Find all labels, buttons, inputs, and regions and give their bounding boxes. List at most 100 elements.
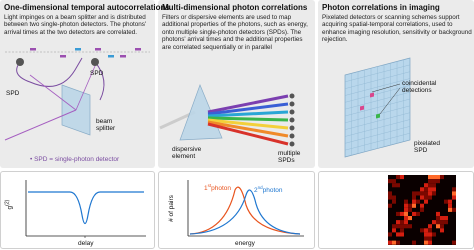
beam-splitter-setup — [4, 48, 150, 141]
image-pixel — [436, 179, 440, 184]
image-pixel — [404, 216, 408, 221]
label: coincidental detections — [402, 80, 437, 94]
curve-label-base: 2 — [254, 187, 258, 195]
image-pixel — [388, 232, 392, 237]
x-axis-label: energy — [235, 240, 255, 247]
image-pixel — [404, 207, 408, 212]
label: SPD — [90, 70, 104, 77]
curve-label-rest: photon — [262, 187, 283, 195]
image-pixel — [432, 220, 436, 225]
curve-label: 2ndphoton — [254, 184, 283, 194]
image-pixel — [420, 203, 424, 208]
y-axis-label: g(2) — [4, 200, 13, 210]
curve-label: 1stphoton — [204, 182, 231, 192]
dispersion-setup — [159, 84, 295, 147]
panel-title: Multi-dimensional photon correlations — [162, 3, 308, 12]
image-pixel — [444, 216, 448, 221]
image-pixel — [428, 228, 432, 233]
curve-label-base: 1 — [204, 185, 208, 193]
image-pixel — [388, 203, 392, 208]
pixel-array — [344, 57, 411, 158]
image-pixel — [440, 220, 444, 225]
image-pixel — [388, 195, 392, 200]
image-pixel — [432, 175, 436, 180]
image-pixel — [452, 187, 456, 192]
image-pixel — [428, 179, 432, 184]
image-pixel — [408, 216, 412, 221]
image-pixel — [428, 191, 432, 196]
image-pixel — [404, 224, 408, 229]
image-pixel — [428, 187, 432, 192]
label: multiple SPDs — [278, 150, 301, 164]
image-pixel — [440, 175, 444, 180]
image-pixel — [388, 191, 392, 196]
label: • SPD = single-photon detector — [30, 156, 120, 163]
image-pixel — [412, 199, 416, 204]
image-pixel — [388, 240, 392, 245]
image-pixel — [436, 216, 440, 221]
image-pixel — [396, 183, 400, 188]
panel-bg — [0, 0, 155, 168]
image-pixel — [432, 179, 436, 184]
image-pixel — [404, 203, 408, 208]
image-pixel — [404, 211, 408, 216]
image-pixel — [440, 216, 444, 221]
image-pixel — [396, 232, 400, 237]
image-pixel — [428, 236, 432, 241]
image-pixel — [396, 240, 400, 245]
image-pixel — [432, 232, 436, 237]
image-pixel — [424, 232, 428, 237]
image-pixel — [428, 175, 432, 180]
curve-label-rest: photon — [211, 185, 232, 193]
image-pixel — [428, 183, 432, 188]
y-axis-label-base: g — [6, 205, 14, 210]
image-pixel — [420, 207, 424, 212]
image-pixel — [432, 191, 436, 196]
image-pixel — [392, 195, 396, 200]
image-pixel — [436, 211, 440, 216]
image-pixel — [416, 199, 420, 204]
image-pixel — [444, 220, 448, 225]
image-pixel — [396, 224, 400, 229]
autocorrelation-plot — [25, 180, 146, 238]
image-pixel — [428, 224, 432, 229]
image-pixel — [392, 224, 396, 229]
spectral-plot — [187, 180, 304, 237]
image-pixel — [400, 211, 404, 216]
image-pixel — [400, 228, 404, 233]
x-axis-label: delay — [78, 240, 94, 247]
image-pixel — [424, 191, 428, 196]
image-pixel — [448, 203, 452, 208]
image-pixel — [420, 228, 424, 233]
image-pixel — [424, 183, 428, 188]
image-pixel — [396, 175, 400, 180]
image-pixel — [452, 207, 456, 212]
panel-text: Pixelated detectors or scanning schemes … — [322, 14, 472, 44]
image-pixel — [444, 199, 448, 204]
image-pixel — [452, 191, 456, 196]
image-pixel — [432, 183, 436, 188]
label: SPD — [6, 90, 20, 97]
image-pixel — [448, 199, 452, 204]
image-pixel — [404, 199, 408, 204]
image-pixel — [452, 240, 456, 245]
image-pixel — [420, 195, 424, 200]
curve-label-sup: st — [207, 183, 212, 188]
image-pixel — [412, 211, 416, 216]
label: pixelated SPD — [414, 140, 441, 154]
panel-title: One-dimensional temporal autocorrelation… — [4, 3, 170, 12]
label: beam splitter — [96, 118, 116, 132]
image-pixel — [436, 175, 440, 180]
image-pixel — [428, 240, 432, 245]
image-pixel — [392, 179, 396, 184]
image-pixel — [408, 224, 412, 229]
image-pixel — [400, 232, 404, 237]
image-pixel — [440, 224, 444, 229]
image-pixel — [396, 220, 400, 225]
image-pixel — [396, 211, 400, 216]
image-pixel — [428, 232, 432, 237]
image-pixel — [436, 224, 440, 229]
image-pixel — [424, 187, 428, 192]
image-pixel — [452, 195, 456, 200]
